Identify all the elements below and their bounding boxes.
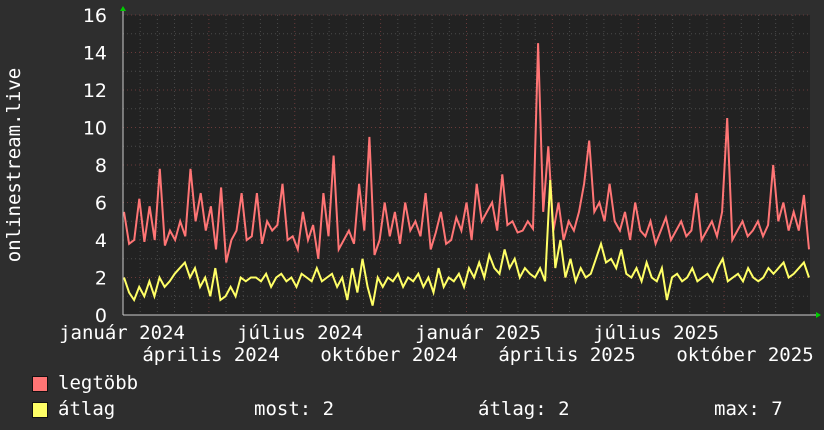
x-tick-label: október 2025 [676,344,813,366]
y-tick-label: 10 [83,118,107,140]
y-axis-arrow [120,6,126,11]
series-line-max [123,43,810,263]
y-tick-label: 4 [95,230,107,252]
y-tick-label: 12 [83,80,107,102]
x-tick-label: október 2024 [320,344,457,366]
x-tick-label: július 2024 [237,322,363,344]
x-tick-label: április 2024 [142,344,279,366]
y-axis-label: onlinestream.live [3,68,25,262]
y-tick-label: 0 [95,305,107,327]
y-tick-label: 6 [95,193,107,215]
legend-max: max: 7 [714,398,783,420]
series-line-avg [123,179,810,306]
x-axis-arrow [816,312,821,318]
x-tick-label: január 2024 [59,322,185,344]
y-tick-label: 2 [95,268,107,290]
legend-label-max: legtöbb [58,372,139,394]
y-tick-label: 8 [95,155,107,177]
legend-swatch-max [32,376,48,392]
x-tick-label: július 2025 [593,322,719,344]
y-tick-label: 16 [83,5,107,27]
legend-average: átlag: 2 [478,398,570,420]
y-tick-label: 14 [83,43,107,65]
legend-label-avg: átlag [58,398,116,420]
x-tick-label: április 2025 [498,344,635,366]
legend-swatch-avg [32,402,48,418]
x-tick-label: január 2025 [415,322,541,344]
legend-now: most: 2 [254,398,335,420]
